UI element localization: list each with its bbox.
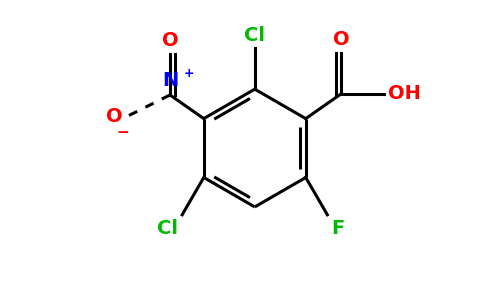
Text: Cl: Cl	[244, 26, 265, 45]
Text: Cl: Cl	[157, 219, 178, 238]
Text: F: F	[331, 219, 345, 238]
Text: O: O	[333, 30, 349, 49]
Text: O: O	[162, 31, 178, 50]
Text: N: N	[162, 71, 178, 90]
Text: OH: OH	[388, 84, 421, 103]
Text: −: −	[116, 125, 129, 140]
Text: O: O	[106, 107, 123, 126]
Text: +: +	[184, 67, 195, 80]
